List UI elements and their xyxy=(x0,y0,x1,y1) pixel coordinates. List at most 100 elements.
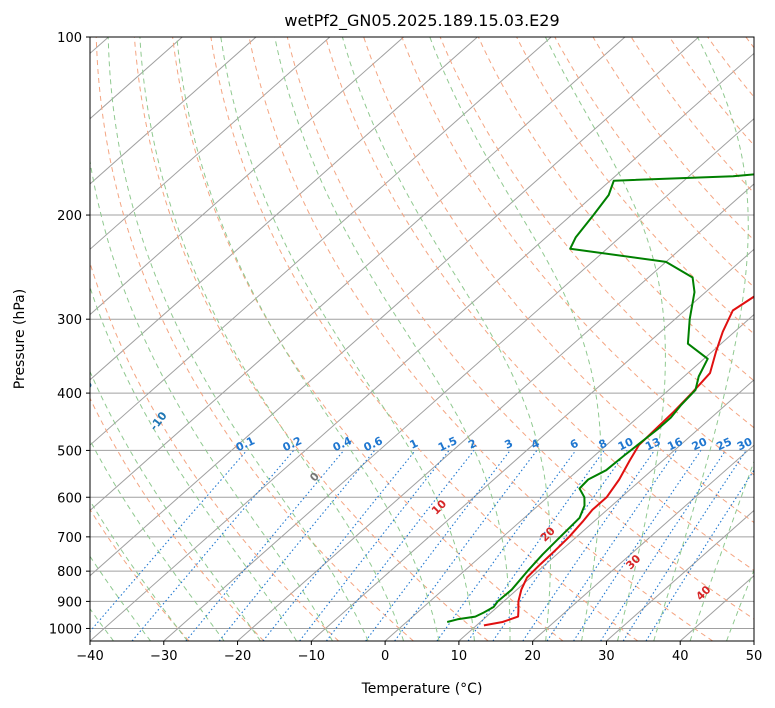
mixing-ratio-line xyxy=(573,450,702,641)
y-tick-label: 700 xyxy=(57,531,82,546)
mixing-ratio-line xyxy=(467,450,605,641)
mixing-ratio-label: 0.1 xyxy=(234,434,257,454)
mixing-ratio-label: 0.6 xyxy=(362,434,385,454)
dewpoint-profile-line xyxy=(446,173,754,623)
plot-area: 0.10.20.40.611.52346810131620253036-100-… xyxy=(90,37,775,641)
dry-adiabat-line xyxy=(516,37,754,335)
moist-adiabat-line xyxy=(653,37,749,641)
isotherm-line xyxy=(606,509,754,641)
y-axis-ticks: 100 200 300 400 500 600 700 800 900 1000 xyxy=(49,31,90,637)
mixing-ratio-line xyxy=(622,450,747,641)
dry-adiabat-line xyxy=(477,37,754,382)
y-tick-label: 1000 xyxy=(49,622,82,637)
y-tick-label: 600 xyxy=(57,491,82,506)
isotherm-line xyxy=(458,379,754,641)
mixing-ratio-line xyxy=(600,450,727,641)
isotherm-line xyxy=(90,37,257,185)
isotherm-line xyxy=(384,313,754,641)
mixing-ratio-label: 10 xyxy=(616,435,636,453)
isotherm-line xyxy=(753,640,754,641)
dry-adiabat-line xyxy=(90,261,339,641)
mixing-ratio-line xyxy=(299,450,450,641)
y-tick-label: 400 xyxy=(57,387,82,402)
y-axis-label: Pressure (hPa) xyxy=(12,289,28,389)
x-axis-ticks: −40 −30 −20 −10 0 10 20 30 40 50 xyxy=(76,641,762,664)
mixing-ratio-label: 36 xyxy=(756,435,775,453)
dry-adiabat-line xyxy=(401,37,754,476)
mixing-ratio-line xyxy=(218,450,376,641)
moist-adiabat-label: 40 xyxy=(693,583,713,603)
isotherm-line xyxy=(237,183,754,641)
isotherm-line xyxy=(679,575,754,641)
mixing-ratio-line xyxy=(522,450,655,641)
dry-adiabat-label: -10 xyxy=(147,409,170,433)
dry-adiabat-line xyxy=(668,37,754,146)
mixing-ratio-line xyxy=(436,450,577,641)
x-tick-label: −30 xyxy=(150,649,177,664)
moist-adiabat-line xyxy=(726,568,754,641)
dry-adiabat-line xyxy=(592,37,754,241)
mixing-ratio-label: 0.2 xyxy=(281,434,304,454)
moist-adiabat-line xyxy=(176,37,440,641)
x-tick-label: 10 xyxy=(451,649,468,664)
x-tick-label: 50 xyxy=(746,649,763,664)
y-tick-label: 100 xyxy=(57,31,82,46)
mixing-ratio-line xyxy=(131,450,295,641)
isotherm-line xyxy=(90,37,700,577)
dry-adiabat-line xyxy=(554,37,754,288)
moist-adiabat-line xyxy=(107,37,369,641)
dry-adiabat-line xyxy=(210,37,639,641)
plot-frame xyxy=(89,36,755,642)
dry-adiabat-line xyxy=(707,37,754,98)
dry-adiabat-line xyxy=(745,37,754,49)
y-tick-label: 800 xyxy=(57,565,82,580)
dry-adiabat-line xyxy=(133,37,489,641)
sounding-series xyxy=(446,173,754,627)
isobar-lines xyxy=(90,37,754,629)
moist-adiabat-label: 10 xyxy=(429,497,449,517)
mixing-ratio-lines xyxy=(90,450,754,641)
dry-adiabat-lines xyxy=(90,37,754,641)
moist-adiabat-line xyxy=(90,499,188,641)
mixing-ratio-label: 3 xyxy=(503,437,515,452)
isotherm-line xyxy=(90,37,626,512)
mixing-ratio-line xyxy=(325,450,475,641)
isotherm-line xyxy=(163,118,754,641)
moist-adiabat-line xyxy=(341,37,551,641)
mixing-ratio-label: 6 xyxy=(568,437,581,452)
x-tick-label: −20 xyxy=(224,649,251,664)
isotherm-lines xyxy=(90,37,754,641)
mixing-ratio-line xyxy=(262,450,416,641)
x-tick-label: 40 xyxy=(672,649,689,664)
mixing-ratio-label: 13 xyxy=(643,435,662,453)
x-tick-label: −10 xyxy=(298,649,325,664)
y-tick-label: 200 xyxy=(57,209,82,224)
moist-adiabat-line xyxy=(429,37,602,641)
dry-adiabat-line xyxy=(286,37,754,620)
isotherm-line xyxy=(90,37,478,381)
line-labels: 0.10.20.40.611.52346810131620253036-100-… xyxy=(90,378,775,604)
dry-adiabat-line xyxy=(363,37,754,524)
dry-adiabat-line xyxy=(325,37,754,572)
mixing-ratio-label: 1.5 xyxy=(436,434,459,454)
mixing-ratio-label: 1 xyxy=(408,437,420,452)
x-tick-label: 0 xyxy=(381,649,389,664)
moist-adiabat-line xyxy=(274,37,511,641)
mixing-ratio-line xyxy=(365,450,511,641)
isotherm-line xyxy=(90,37,552,446)
mixing-ratio-label: 2 xyxy=(466,437,478,452)
isotherm-line xyxy=(90,37,404,316)
dry-adiabat-line xyxy=(95,37,414,641)
y-tick-label: 500 xyxy=(57,444,82,459)
mixing-ratio-line xyxy=(394,450,538,641)
moist-adiabat-line xyxy=(763,37,775,641)
y-tick-label: 900 xyxy=(57,595,82,610)
moist-adiabat-line xyxy=(220,37,475,641)
moist-adiabat-line xyxy=(689,460,754,641)
mixing-ratio-label: 16 xyxy=(665,435,685,453)
moist-adiabat-line xyxy=(90,158,333,641)
moist-adiabat-line xyxy=(90,439,225,641)
x-tick-label: −40 xyxy=(76,649,103,664)
isotherm-line xyxy=(532,444,754,641)
y-tick-label: 300 xyxy=(57,313,82,328)
